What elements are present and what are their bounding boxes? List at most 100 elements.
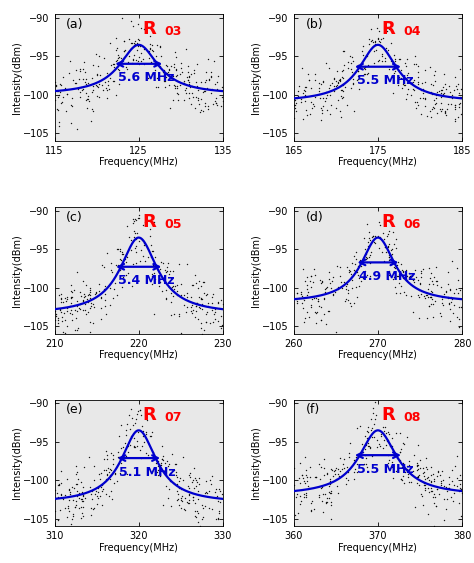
Point — [122, 426, 130, 435]
Point — [350, 106, 357, 115]
Point — [136, 42, 144, 51]
Point — [219, 83, 226, 92]
Point — [320, 294, 328, 303]
Point — [338, 86, 346, 95]
Point — [407, 477, 415, 486]
Point — [365, 427, 372, 436]
Point — [169, 72, 177, 81]
Point — [103, 470, 110, 479]
Point — [81, 462, 88, 471]
Point — [120, 1, 128, 10]
Point — [373, 443, 381, 452]
Point — [384, 248, 392, 257]
Point — [428, 90, 435, 99]
Point — [365, 252, 373, 261]
Point — [74, 323, 82, 332]
Point — [447, 493, 455, 502]
Point — [328, 466, 336, 475]
Point — [205, 504, 212, 513]
Point — [76, 288, 84, 297]
Point — [297, 288, 305, 297]
Point — [445, 100, 452, 109]
Point — [113, 56, 121, 65]
Point — [128, 59, 136, 68]
Point — [84, 91, 92, 100]
Point — [438, 480, 445, 489]
Point — [385, 270, 393, 279]
Point — [173, 472, 181, 481]
Point — [87, 503, 95, 512]
Point — [365, 39, 373, 48]
Point — [362, 453, 369, 462]
Point — [104, 81, 111, 90]
Point — [51, 95, 58, 104]
Point — [375, 27, 383, 36]
Point — [440, 89, 448, 98]
Point — [57, 99, 64, 108]
Point — [185, 470, 193, 479]
Point — [61, 503, 68, 512]
Point — [204, 55, 211, 64]
Point — [200, 288, 208, 297]
Point — [183, 289, 191, 298]
Point — [316, 94, 324, 103]
Point — [165, 65, 173, 74]
Point — [392, 234, 400, 243]
Point — [453, 84, 461, 93]
Point — [456, 486, 463, 495]
Point — [410, 86, 418, 95]
Point — [444, 484, 452, 493]
Point — [124, 64, 131, 73]
Point — [164, 68, 172, 77]
Point — [192, 512, 200, 521]
Point — [308, 499, 315, 508]
Point — [86, 288, 93, 297]
Point — [421, 95, 428, 104]
Point — [342, 295, 350, 304]
Point — [86, 286, 94, 295]
Point — [97, 491, 104, 500]
Point — [308, 271, 315, 280]
Point — [456, 484, 464, 493]
Point — [337, 272, 344, 281]
Point — [420, 291, 428, 300]
Point — [190, 66, 198, 75]
Point — [427, 268, 435, 277]
Point — [94, 82, 101, 91]
Point — [296, 491, 304, 500]
Point — [372, 45, 380, 54]
Point — [392, 54, 399, 63]
Point — [125, 52, 132, 61]
Point — [356, 84, 363, 93]
Point — [93, 91, 101, 100]
Point — [438, 105, 446, 114]
Point — [376, 37, 384, 46]
Point — [356, 256, 364, 265]
Point — [148, 427, 156, 436]
Point — [100, 262, 108, 271]
Point — [296, 478, 304, 487]
Point — [62, 490, 69, 499]
Point — [445, 299, 453, 308]
Point — [110, 60, 118, 69]
Point — [51, 306, 58, 315]
Point — [329, 273, 337, 282]
Point — [127, 44, 135, 53]
Point — [294, 508, 301, 517]
Point — [423, 111, 430, 120]
Point — [91, 490, 98, 499]
Point — [325, 493, 333, 502]
Point — [318, 315, 325, 324]
Point — [215, 484, 223, 493]
Point — [132, 242, 139, 251]
Point — [169, 292, 177, 301]
Point — [99, 484, 107, 493]
Point — [302, 488, 310, 497]
Point — [347, 302, 355, 311]
Point — [186, 473, 193, 482]
Point — [109, 267, 116, 276]
Point — [390, 227, 397, 236]
Point — [167, 297, 175, 306]
Point — [56, 87, 64, 96]
Point — [344, 288, 351, 297]
